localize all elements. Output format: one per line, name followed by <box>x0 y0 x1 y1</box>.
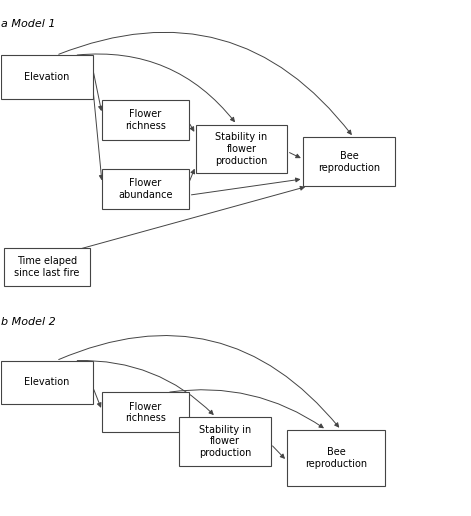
Text: Time elaped
since last fire: Time elaped since last fire <box>14 256 80 278</box>
Text: Flower
richness: Flower richness <box>125 109 166 131</box>
FancyBboxPatch shape <box>179 417 271 466</box>
Text: Bee
reproduction: Bee reproduction <box>305 447 367 469</box>
Text: Stability in
flower
production: Stability in flower production <box>199 425 251 458</box>
FancyBboxPatch shape <box>1 361 93 404</box>
Text: Elevation: Elevation <box>24 72 70 82</box>
Text: Flower
richness: Flower richness <box>125 401 166 423</box>
FancyBboxPatch shape <box>287 430 385 487</box>
FancyBboxPatch shape <box>102 169 189 209</box>
FancyBboxPatch shape <box>102 100 189 140</box>
FancyBboxPatch shape <box>4 248 90 286</box>
FancyBboxPatch shape <box>1 55 93 99</box>
Text: b Model 2: b Model 2 <box>1 317 56 327</box>
Text: a Model 1: a Model 1 <box>1 20 56 29</box>
Text: Bee
reproduction: Bee reproduction <box>318 151 380 172</box>
Text: Elevation: Elevation <box>24 378 70 388</box>
FancyBboxPatch shape <box>102 393 189 432</box>
FancyBboxPatch shape <box>196 124 287 173</box>
FancyBboxPatch shape <box>303 137 395 186</box>
Text: Flower
abundance: Flower abundance <box>118 179 172 200</box>
Text: Stability in
flower
production: Stability in flower production <box>215 132 268 166</box>
